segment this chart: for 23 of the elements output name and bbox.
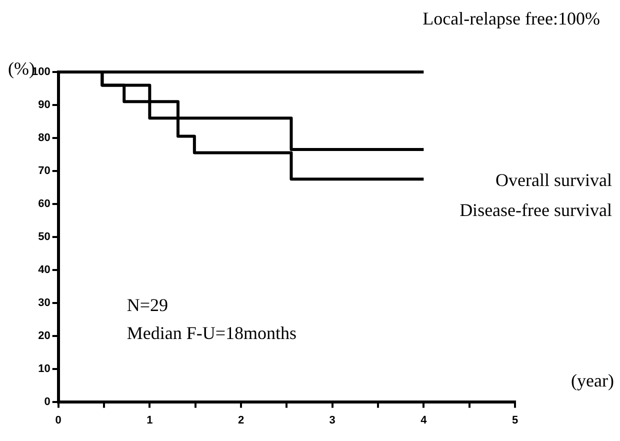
x-tick-label: 1 <box>146 414 153 426</box>
text: Disease-free survival <box>460 200 612 220</box>
y-tick-label: 40 <box>38 264 50 276</box>
y-axis-title: (%) <box>8 58 35 79</box>
y-tick-label: 30 <box>38 296 50 309</box>
annotation: N=29 <box>126 294 168 315</box>
y-tick-label: 50 <box>38 230 50 243</box>
text: Overall survival <box>496 170 612 190</box>
x-tick-label: 2 <box>238 414 244 426</box>
x-tick-label: 3 <box>329 414 336 426</box>
y-tick-label: 60 <box>38 198 50 210</box>
x-axis-title: (year) <box>571 370 614 391</box>
y-tick-label: 10 <box>38 362 50 375</box>
x-tick-label: 4 <box>420 414 428 426</box>
text: Local-relapse free:100% <box>422 8 600 29</box>
x-tick-label: 0 <box>55 414 62 426</box>
y-tick-label: 20 <box>38 330 50 342</box>
y-tick-label: 70 <box>38 164 50 177</box>
y-tick-label: 80 <box>38 132 50 144</box>
x-tick-label: 5 <box>512 414 518 426</box>
annotation: Median F-U=18months <box>126 322 297 343</box>
y-tick-label: 0 <box>44 396 50 408</box>
y-tick-label: 90 <box>38 99 50 112</box>
